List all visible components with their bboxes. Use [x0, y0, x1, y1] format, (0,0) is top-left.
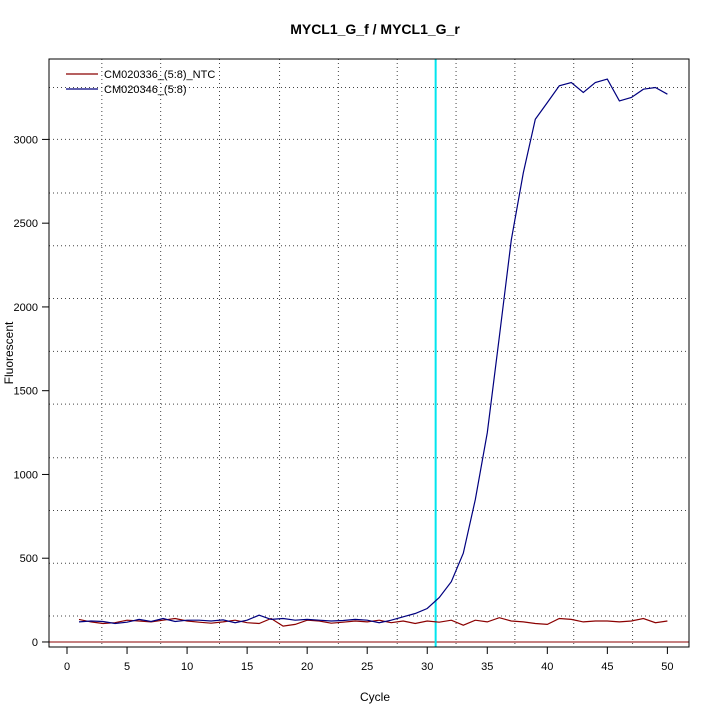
- legend-label-2: CM020346_(5:8): [104, 84, 187, 96]
- chart-title: MYCL1_G_f / MYCL1_G_r: [290, 21, 460, 37]
- x-tick-label: 15: [241, 661, 253, 673]
- legend-label-1: CM020336_(5:8)_NTC: [104, 69, 215, 81]
- y-tick-label: 2000: [14, 302, 38, 314]
- x-tick-label: 25: [361, 661, 373, 673]
- y-tick-label: 1500: [14, 386, 38, 398]
- x-tick-label: 40: [541, 661, 553, 673]
- y-axis-label: Fluorescent: [2, 321, 16, 384]
- y-tick-label: 3000: [14, 134, 38, 146]
- x-tick-label: 0: [64, 661, 70, 673]
- x-tick-label: 10: [181, 661, 193, 673]
- series-layer: [78, 78, 668, 627]
- x-tick-label: 20: [301, 661, 313, 673]
- legend: CM020336_(5:8)_NTC CM020346_(5:8): [66, 69, 215, 96]
- y-tick-label: 500: [20, 553, 38, 565]
- grid: [49, 59, 689, 647]
- y-axis: 0 500 1000 1500 2000 2500 3000: [14, 134, 50, 649]
- x-tick-label: 50: [661, 661, 673, 673]
- x-axis: 0 5 10 15 20 25 30 35 40 45 50: [64, 646, 674, 673]
- x-tick-label: 5: [124, 661, 130, 673]
- plot-frame: [48, 58, 690, 648]
- series-line-2: [78, 78, 668, 625]
- x-tick-label: 45: [601, 661, 613, 673]
- y-tick-label: 0: [32, 637, 38, 649]
- y-tick-label: 2500: [14, 218, 38, 230]
- y-tick-label: 1000: [14, 469, 38, 481]
- x-tick-label: 30: [421, 661, 433, 673]
- x-axis-label: Cycle: [360, 690, 390, 704]
- x-tick-label: 35: [481, 661, 493, 673]
